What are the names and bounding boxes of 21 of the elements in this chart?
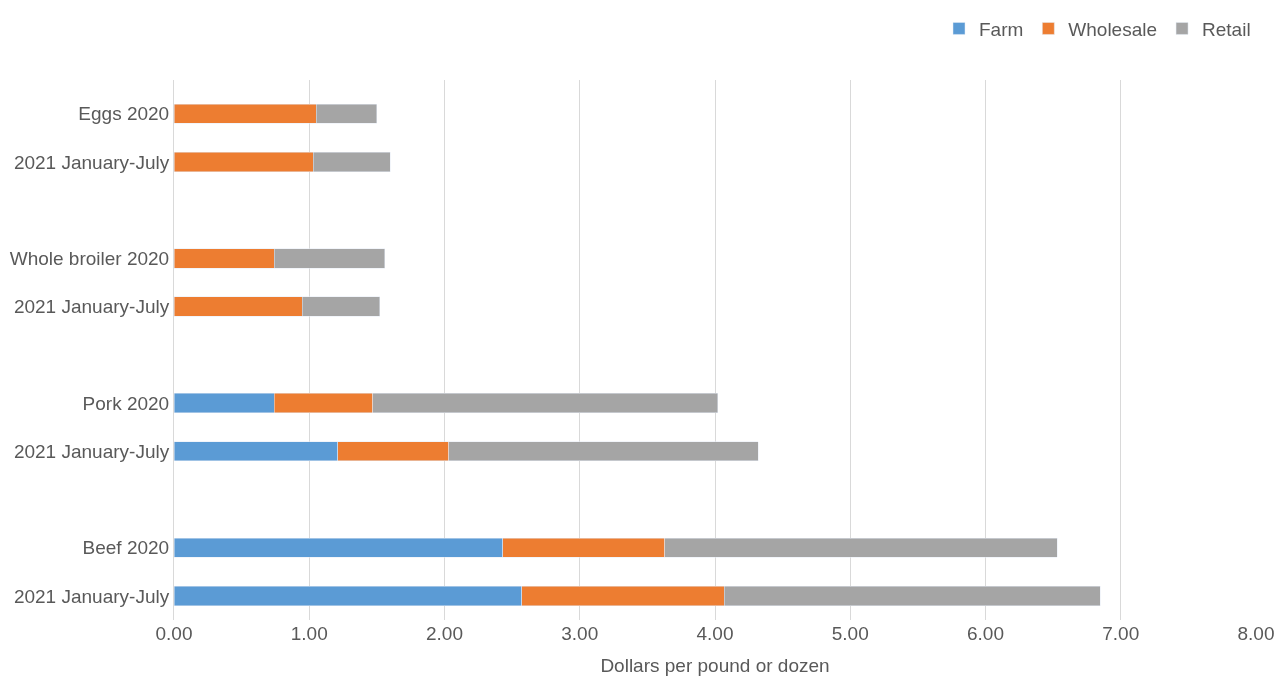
legend-label: Farm (979, 18, 1024, 40)
x-tick-label: 1.00 (290, 623, 328, 644)
x-tick-label: 3.00 (561, 623, 599, 644)
x-tick-label: 2.00 (426, 623, 463, 644)
x-tick-label: 0.00 (155, 623, 193, 644)
legend-label: Wholesale (1068, 18, 1158, 40)
y-tick-label: 2021 January-July (13, 585, 170, 607)
legend-label: Retail (1202, 18, 1251, 40)
x-tick-label: 4.00 (696, 623, 734, 644)
x-tick-label: 7.00 (1102, 623, 1140, 644)
y-tick-label: Eggs 2020 (78, 103, 170, 125)
y-tick-label: Whole broiler 2020 (9, 248, 170, 270)
y-tick-label: 2021 January-July (13, 296, 170, 318)
y-tick-label: 2021 January-July (13, 151, 170, 173)
x-tick-label: 6.00 (967, 623, 1004, 644)
y-tick-label: 2021 January-July (13, 440, 170, 462)
y-tick-label: Pork 2020 (82, 392, 170, 414)
x-tick-label: 5.00 (831, 623, 869, 644)
y-tick-label: Beef 2020 (82, 537, 170, 559)
x-axis-title: Dollars per pound or dozen (600, 654, 830, 676)
x-tick-label: 8.00 (1237, 623, 1275, 644)
